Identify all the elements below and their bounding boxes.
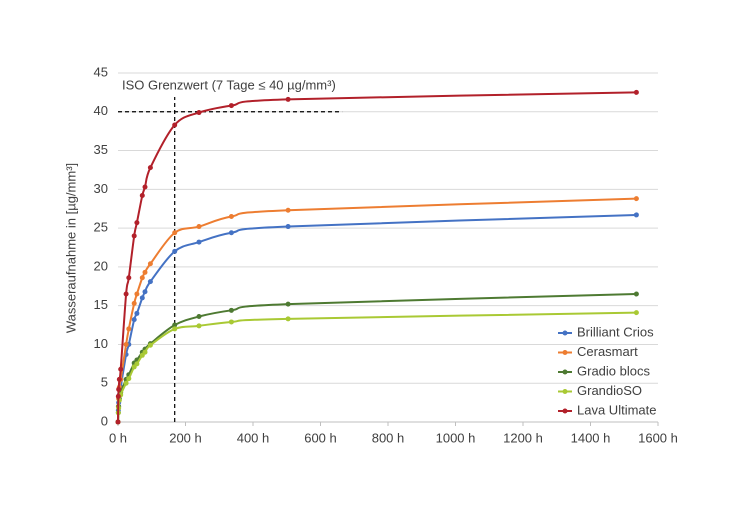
data-point bbox=[147, 342, 153, 348]
data-point bbox=[139, 193, 145, 199]
data-point bbox=[131, 300, 137, 306]
data-point bbox=[134, 361, 140, 367]
legend-marker bbox=[562, 350, 568, 355]
legend-label: Gradio blocs bbox=[577, 363, 650, 378]
data-point bbox=[196, 239, 202, 245]
data-point bbox=[142, 349, 148, 355]
data-point bbox=[196, 224, 202, 230]
data-point bbox=[172, 248, 178, 254]
y-tick-label: 35 bbox=[94, 142, 108, 157]
data-point bbox=[131, 233, 137, 239]
data-point bbox=[115, 419, 121, 425]
data-point bbox=[172, 326, 178, 332]
data-point bbox=[126, 326, 132, 332]
legend-label: Lava Ultimate bbox=[577, 402, 656, 417]
data-point bbox=[285, 96, 291, 102]
data-point bbox=[123, 341, 129, 347]
data-point bbox=[633, 89, 639, 95]
data-point bbox=[134, 310, 140, 316]
data-point bbox=[142, 269, 148, 275]
data-point bbox=[633, 196, 639, 202]
data-point bbox=[285, 224, 291, 230]
legend-marker bbox=[562, 330, 568, 336]
data-point bbox=[172, 322, 178, 328]
data-point bbox=[172, 230, 178, 236]
data-point bbox=[147, 165, 153, 171]
annotation: ISO Grenzwert (7 Tage ≤ 40 µg/mm³) bbox=[122, 77, 336, 92]
data-point bbox=[142, 184, 148, 190]
y-tick-label: 0 bbox=[101, 413, 108, 428]
x-tick-label: 800 h bbox=[372, 430, 405, 445]
legend-label: GrandioSO bbox=[577, 383, 642, 398]
x-tick-label: 1600 h bbox=[638, 430, 678, 445]
data-point bbox=[172, 122, 178, 128]
data-point bbox=[147, 261, 153, 267]
x-tick-label: 400 h bbox=[237, 430, 270, 445]
legend-marker bbox=[562, 389, 568, 394]
data-point bbox=[285, 301, 291, 307]
data-point bbox=[196, 110, 202, 116]
x-tick-label: 600 h bbox=[304, 430, 337, 445]
y-axis-label: Wasseraufnahme in [µg/mm³] bbox=[63, 163, 78, 333]
data-point bbox=[228, 230, 234, 236]
y-tick-label: 45 bbox=[94, 64, 108, 79]
data-point bbox=[131, 317, 137, 323]
data-point bbox=[118, 366, 124, 372]
y-tick-label: 30 bbox=[94, 181, 108, 196]
data-point bbox=[228, 213, 234, 219]
data-point bbox=[196, 323, 202, 329]
x-tick-label: 1000 h bbox=[436, 430, 476, 445]
data-point bbox=[126, 275, 132, 281]
data-point bbox=[633, 310, 639, 316]
legend-marker bbox=[562, 408, 568, 414]
data-point bbox=[142, 289, 148, 295]
data-point bbox=[115, 393, 121, 399]
y-tick-label: 40 bbox=[94, 103, 108, 118]
data-point bbox=[126, 376, 132, 382]
data-point bbox=[134, 220, 140, 226]
series-line bbox=[117, 197, 637, 423]
data-point bbox=[147, 279, 153, 285]
data-point bbox=[139, 275, 145, 281]
x-tick-label: 1400 h bbox=[571, 430, 611, 445]
x-tick-label: 1200 h bbox=[503, 430, 543, 445]
data-point bbox=[228, 319, 234, 325]
data-point bbox=[116, 376, 122, 382]
legend-label: Cerasmart bbox=[577, 344, 638, 359]
data-point bbox=[123, 380, 129, 386]
data-point bbox=[196, 314, 202, 320]
data-point bbox=[134, 291, 140, 297]
legend-marker bbox=[562, 369, 568, 375]
data-point bbox=[633, 212, 639, 218]
x-tick-label: 200 h bbox=[169, 430, 202, 445]
y-tick-label: 25 bbox=[94, 220, 108, 235]
data-point bbox=[116, 386, 122, 392]
data-point bbox=[285, 207, 291, 213]
y-tick-label: 15 bbox=[94, 297, 108, 312]
data-point bbox=[228, 307, 234, 313]
x-tick-label: 0 h bbox=[109, 430, 127, 445]
data-point bbox=[228, 103, 234, 109]
data-point bbox=[285, 316, 291, 322]
series-line bbox=[117, 311, 637, 423]
data-point bbox=[139, 295, 145, 301]
data-point bbox=[123, 291, 129, 297]
y-tick-label: 20 bbox=[94, 258, 108, 273]
data-point bbox=[633, 291, 639, 297]
legend-label: Brilliant Crios bbox=[577, 324, 654, 339]
y-tick-label: 10 bbox=[94, 336, 108, 351]
y-tick-label: 5 bbox=[101, 375, 108, 390]
